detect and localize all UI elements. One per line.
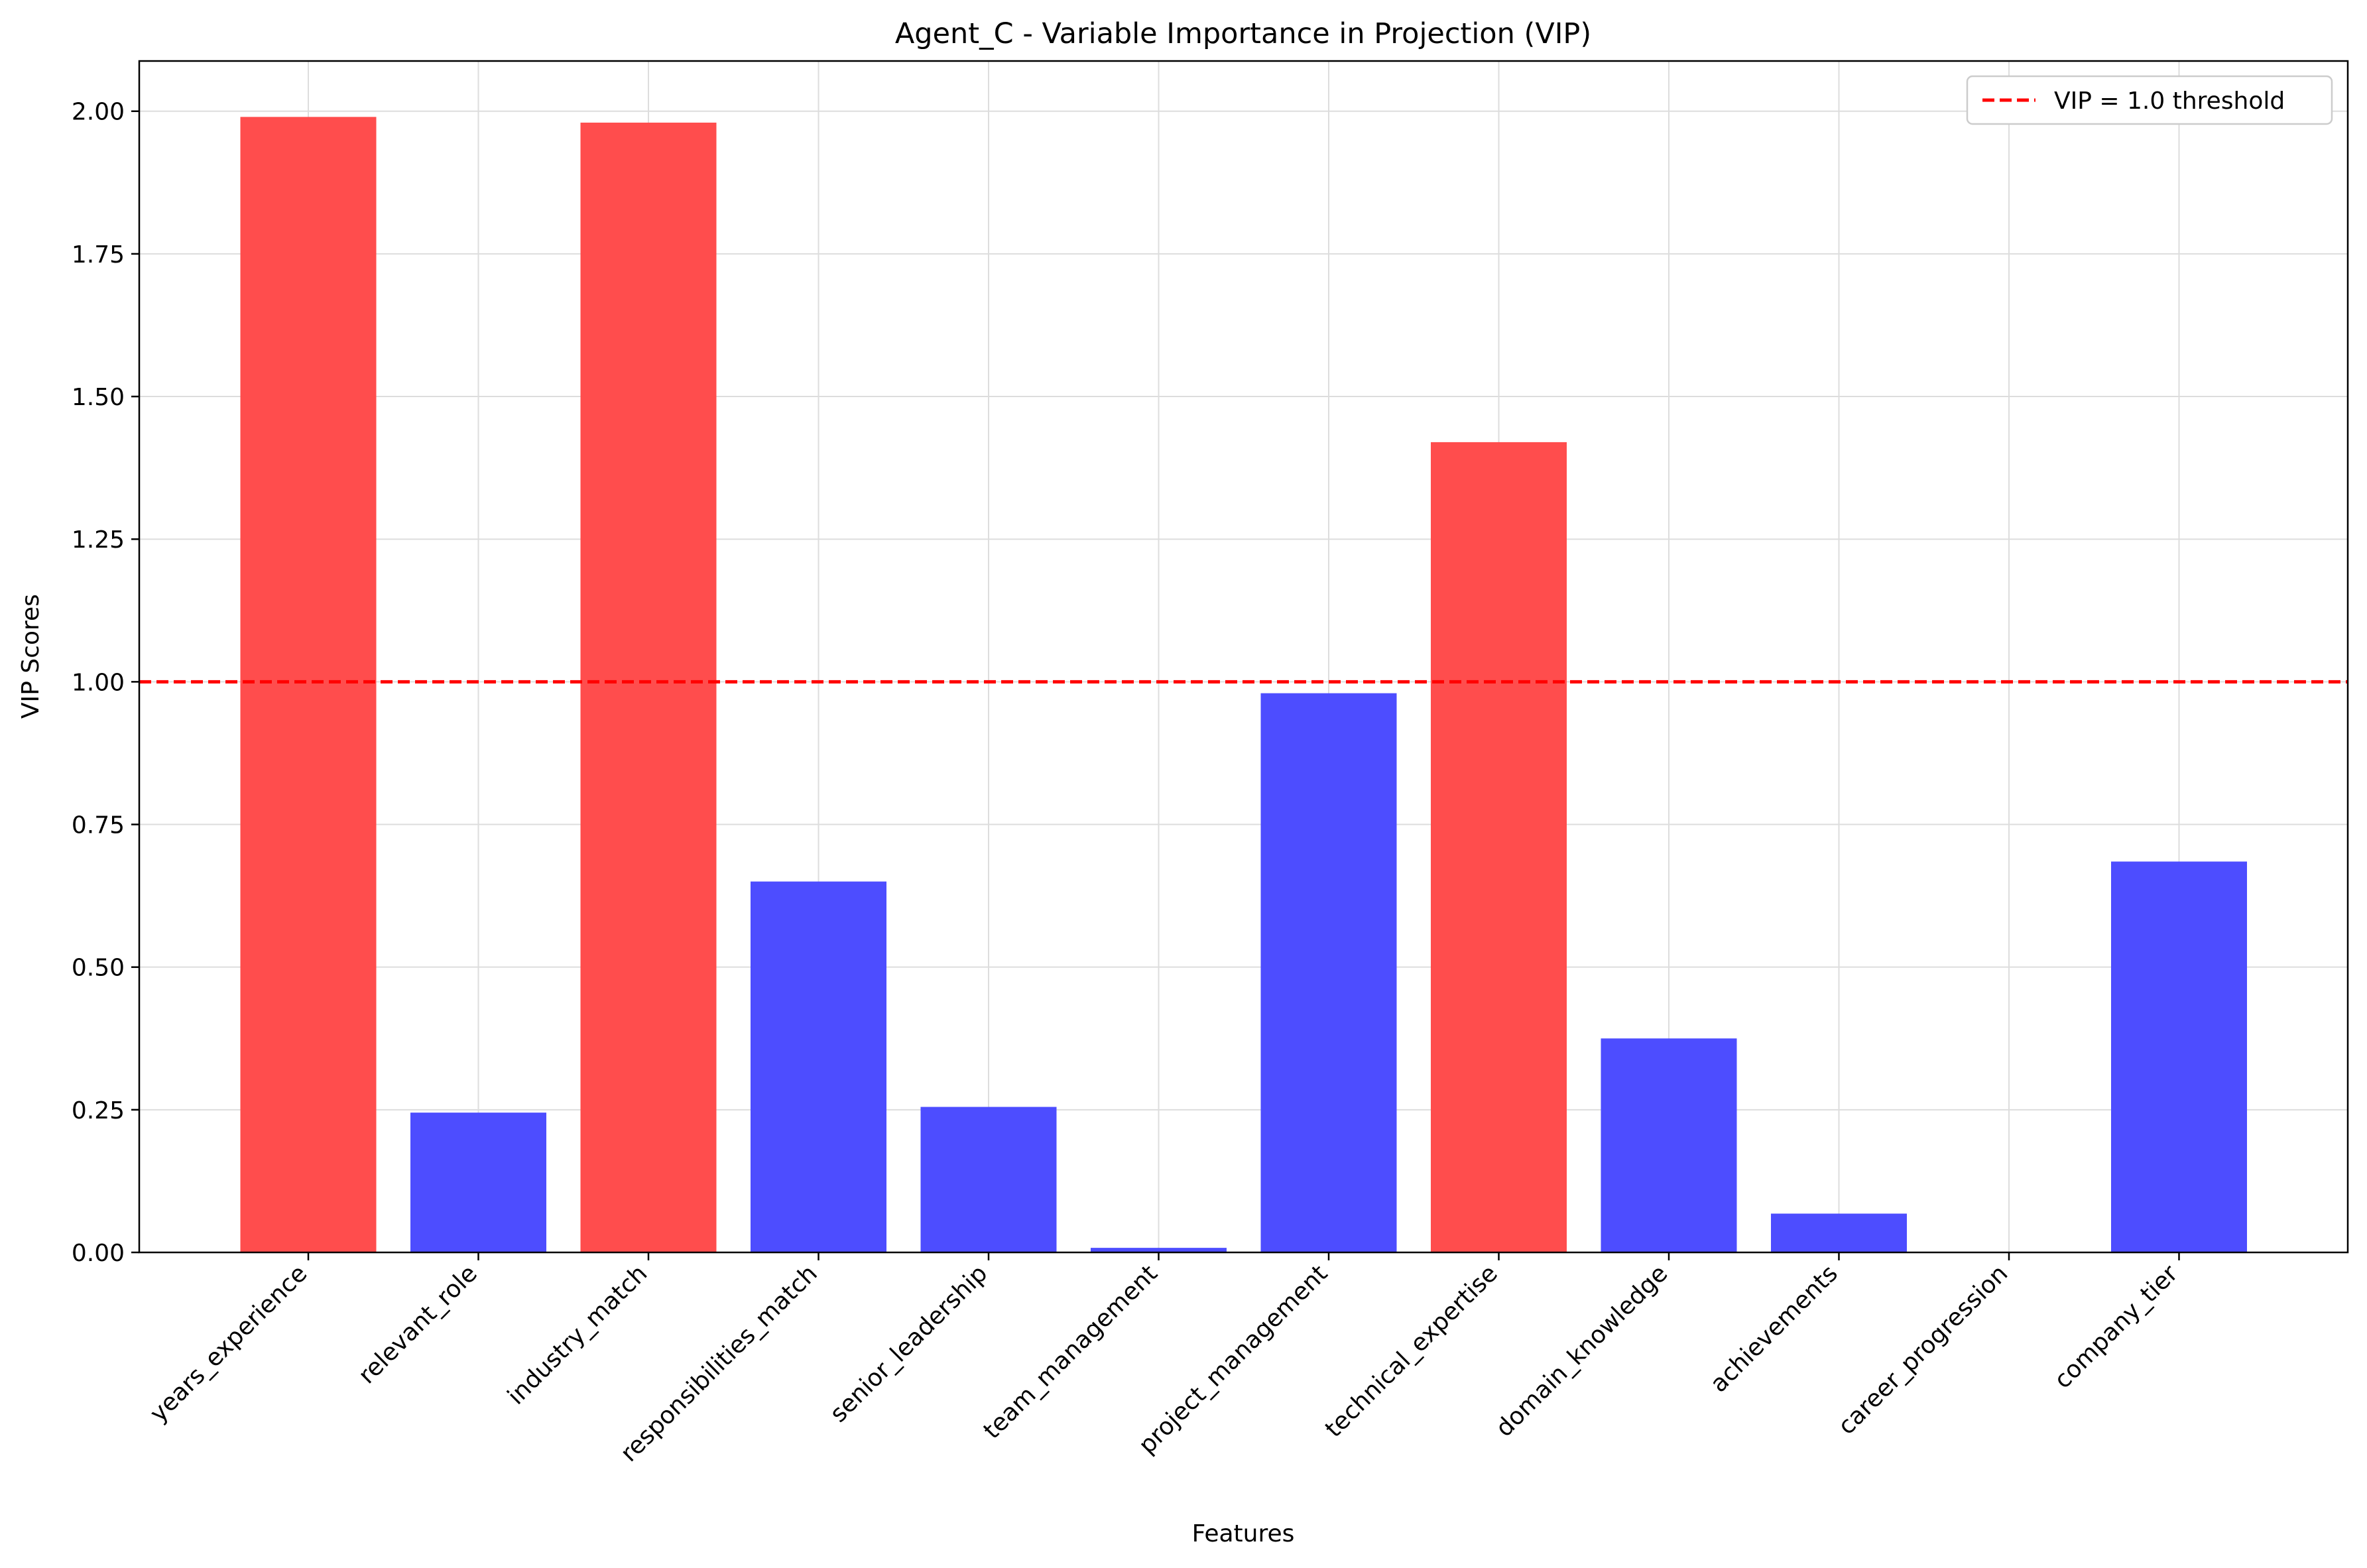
legend: VIP = 1.0 threshold <box>1966 75 2333 125</box>
y-tick-label: 1.50 <box>72 384 125 411</box>
y-tick-label: 1.00 <box>72 669 125 696</box>
bar-years-experience <box>240 117 377 1253</box>
bar-domain-knowledge <box>1601 1038 1737 1252</box>
bar-company-tier <box>2111 861 2247 1252</box>
bar-achievements <box>1771 1213 1907 1252</box>
chart-title: Agent_C - Variable Importance in Project… <box>895 17 1591 50</box>
y-axis-ticks: 0.00 0.25 0.50 0.75 1.00 1.25 1.50 1.75 2.00 <box>72 99 139 1267</box>
bar-technical-expertise <box>1431 442 1567 1252</box>
bar-relevant-role <box>410 1113 546 1252</box>
bar-industry-match <box>580 122 717 1253</box>
y-tick-label: 1.25 <box>72 526 125 554</box>
y-axis-label: VIP Scores <box>17 594 44 719</box>
bar-senior-leadership <box>920 1107 1057 1252</box>
y-tick-label: 1.75 <box>72 241 125 269</box>
y-tick-label: 0.75 <box>72 812 125 839</box>
legend-threshold-label: VIP = 1.0 threshold <box>2054 88 2285 115</box>
y-tick-label: 0.00 <box>72 1240 125 1267</box>
plot-area-frame <box>138 60 2349 1254</box>
y-tick-label: 0.50 <box>72 955 125 982</box>
bar-team-management <box>1091 1248 1227 1252</box>
y-tick-label: 2.00 <box>72 99 125 126</box>
x-axis-label: Features <box>1192 1520 1295 1547</box>
legend-box <box>1966 75 2333 125</box>
bar-responsibilities-match <box>751 881 886 1252</box>
bar-project-management <box>1260 693 1397 1252</box>
bars-layer <box>240 117 2247 1253</box>
y-tick-label: 0.25 <box>72 1097 125 1124</box>
